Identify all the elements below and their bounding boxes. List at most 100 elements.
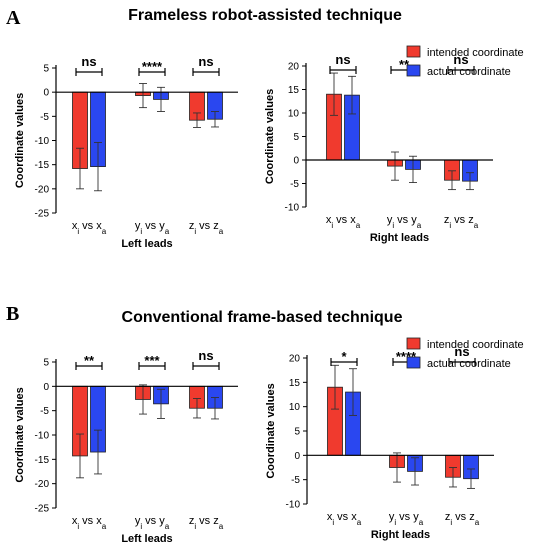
legend-label-1: actual coordinate [427,66,511,78]
category-text: vs y [142,220,165,232]
sig-label-0: * [341,349,347,364]
legend-label-1: actual coordinate [427,358,511,370]
category-label-1: yi vs ya [389,511,424,527]
sig-label-2: ns [198,54,213,69]
category-subscript: a [165,227,170,236]
category-subscript: a [417,221,422,230]
sig-label-1: **** [142,59,163,74]
category-label-0: xi vs xa [72,220,107,236]
category-subscript: a [219,522,224,531]
category-text: vs z [452,511,475,523]
category-subscript: a [357,518,362,527]
y-tick-label: -10 [35,136,50,147]
category-label-2: zi vs za [189,220,224,236]
y-tick-label: -15 [35,160,50,171]
category-text: x [326,214,332,226]
sig-label-0: ns [81,54,96,69]
category-text: z [189,220,195,232]
category-text: z [444,214,450,226]
y-tick-label: -5 [290,179,299,190]
legend-swatch-0 [406,45,421,58]
category-text: vs y [394,214,417,226]
sig-label-0: ** [84,353,95,368]
category-subscript: a [356,221,361,230]
category-label-2: zi vs za [189,515,224,531]
y-tick-label: 0 [293,156,299,167]
category-text: vs z [196,220,219,232]
sig-label-1: ** [399,57,410,72]
y-tick-label: -25 [35,209,50,220]
y-tick-label: 5 [293,132,299,143]
category-subscript: a [102,227,107,236]
y-tick-label: -25 [35,504,50,515]
category-subscript: i [332,518,334,527]
y-tick-label: 20 [289,354,301,365]
y-tick-label: 5 [294,427,300,438]
category-text: z [445,511,451,523]
category-subscript: i [194,227,196,236]
category-subscript: i [331,221,333,230]
category-text: z [189,515,195,527]
category-text: vs y [142,515,165,527]
category-text: x [327,511,333,523]
category-text: vs z [196,515,219,527]
category-subscript: i [392,221,394,230]
y-tick-label: 10 [289,402,301,413]
sig-label-1: *** [144,353,160,368]
y-tick-label: 0 [43,88,49,99]
y-tick-label: 0 [294,451,300,462]
legend-label-0: intended coordinate [427,47,524,59]
y-axis-title: Coordinate values [264,89,276,184]
y-axis-title: Coordinate values [14,387,26,482]
y-tick-label: -5 [40,406,49,417]
category-subscript: a [165,522,170,531]
category-text: vs x [79,220,102,232]
category-subscript: a [219,227,224,236]
x-axis-title: Left leads [121,238,172,250]
x-axis-title: Left leads [121,533,172,545]
legend-label-0: intended coordinate [427,339,524,351]
category-subscript: i [449,221,451,230]
y-tick-label: 0 [43,382,49,393]
category-label-1: yi vs ya [135,220,170,236]
category-subscript: i [77,522,79,531]
category-text: vs y [396,511,419,523]
category-label-1: yi vs ya [135,515,170,531]
panel-letter-a: A [6,7,21,29]
y-axis-title: Coordinate values [14,93,26,188]
y-tick-label: 10 [288,109,300,120]
category-subscript: a [102,522,107,531]
category-text: x [72,515,78,527]
y-tick-label: -10 [285,203,300,214]
legend-swatch-1 [406,356,421,369]
category-text: y [389,511,395,523]
category-label-1: yi vs ya [387,214,422,230]
category-subscript: i [140,227,142,236]
category-text: y [387,214,393,226]
panel-letter-b: B [6,303,19,325]
y-tick-label: 5 [43,358,49,369]
category-subscript: i [140,522,142,531]
category-subscript: a [419,518,424,527]
category-label-2: zi vs za [445,511,480,527]
category-text: x [72,220,78,232]
y-tick-label: -5 [40,112,49,123]
sig-label-2: ns [453,52,468,67]
category-label-0: xi vs xa [72,515,107,531]
category-text: vs x [333,214,356,226]
category-subscript: a [474,221,479,230]
sig-label-2: ns [454,344,469,359]
category-subscript: i [394,518,396,527]
category-text: vs x [334,511,357,523]
y-tick-label: -20 [35,184,50,195]
x-axis-title: Right leads [370,232,429,244]
category-subscript: a [475,518,480,527]
legend-swatch-1 [406,64,421,77]
y-tick-label: -10 [286,500,301,511]
y-tick-label: 5 [43,64,49,75]
